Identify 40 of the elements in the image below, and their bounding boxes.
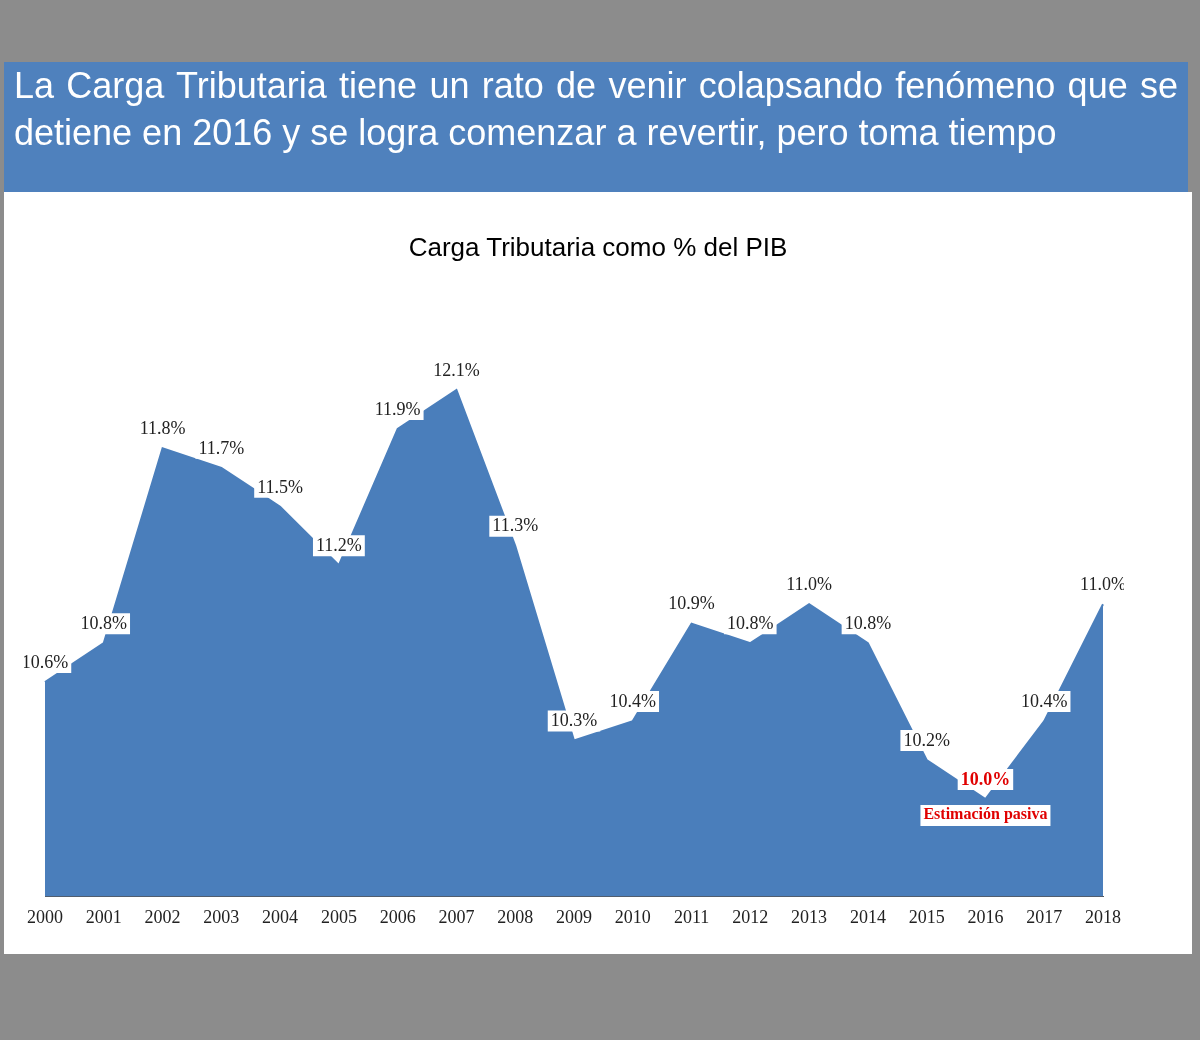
x-tick-label: 2002 bbox=[144, 906, 181, 927]
x-tick-label: 2007 bbox=[438, 906, 475, 927]
data-label: 10.6% bbox=[21, 651, 69, 672]
data-label: 10.4% bbox=[1020, 690, 1068, 711]
annotation: Estimación pasiva bbox=[923, 805, 1048, 824]
x-tick-label: 2006 bbox=[379, 906, 416, 927]
data-label: 11.3% bbox=[492, 515, 539, 536]
x-tick-label: 2004 bbox=[262, 906, 299, 927]
x-tick-label: 2016 bbox=[967, 906, 1004, 927]
x-tick-label: 2008 bbox=[497, 906, 534, 927]
x-tick-label: 2001 bbox=[85, 906, 122, 927]
data-label: 10.8% bbox=[844, 612, 892, 633]
data-label: 11.2% bbox=[315, 534, 362, 555]
chart-title: La Carga Tributaria tiene un rato de venir colapsando fenómeno que se detiene en 2016 y se logra comenzar a revertir, pero toma tiempo bbox=[4, 62, 1188, 192]
data-label: 10.0% bbox=[960, 768, 1011, 789]
x-tick-label: 2011 bbox=[673, 906, 710, 927]
x-tick-label: 2000 bbox=[27, 906, 63, 927]
chart-subtitle: Carga Tributaria como % del PIB bbox=[407, 232, 789, 263]
x-tick-label: 2003 bbox=[203, 906, 240, 927]
data-label: 10.2% bbox=[903, 729, 950, 750]
data-label: 10.9% bbox=[668, 593, 715, 614]
x-tick-label: 2005 bbox=[320, 906, 357, 927]
x-tick-label: 2012 bbox=[732, 906, 769, 927]
data-label: 10.3% bbox=[550, 710, 598, 731]
x-tick-label: 2018 bbox=[1085, 906, 1121, 927]
x-tick-label: 2013 bbox=[791, 906, 828, 927]
x-tick-label: 2010 bbox=[614, 906, 651, 927]
x-tick-label: 2015 bbox=[908, 906, 945, 927]
x-tick-label: 2009 bbox=[556, 906, 592, 927]
data-label: 11.5% bbox=[257, 476, 304, 497]
data-label: 10.4% bbox=[609, 690, 657, 711]
x-tick-label: 2017 bbox=[1026, 906, 1063, 927]
data-label: 11.7% bbox=[198, 437, 245, 458]
data-label: 11.0% bbox=[786, 573, 833, 594]
data-label: 11.8% bbox=[139, 418, 186, 439]
data-label: 10.8% bbox=[80, 612, 128, 633]
data-label: 11.9% bbox=[374, 398, 421, 419]
x-tick-label: 2014 bbox=[849, 906, 886, 927]
data-label: 12.1% bbox=[433, 359, 480, 380]
data-label: 10.8% bbox=[727, 612, 774, 633]
